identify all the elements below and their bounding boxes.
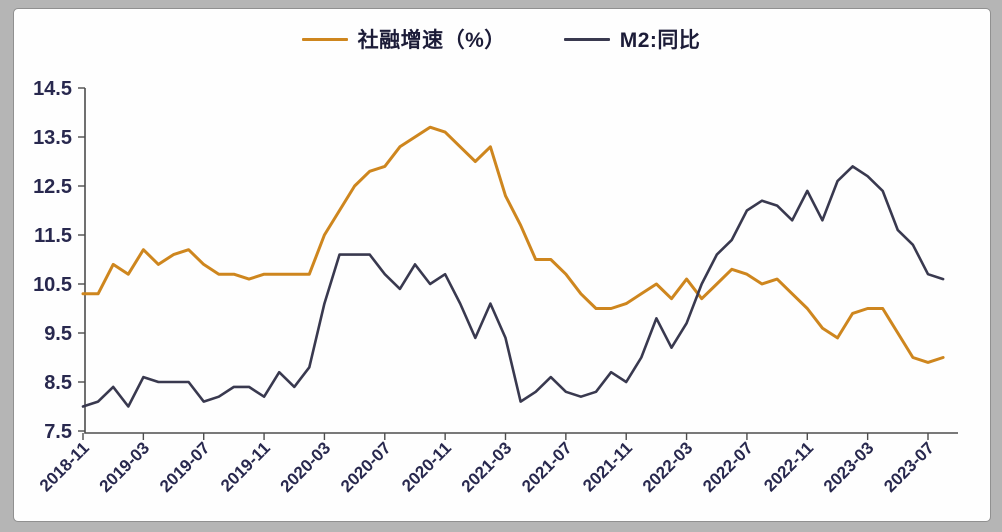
legend: 社融增速（%） M2:同比 — [0, 24, 1002, 54]
x-tick-label: 2019-11 — [217, 438, 274, 495]
legend-line-swatch — [563, 37, 610, 41]
x-tick-label: 2020-07 — [337, 438, 395, 496]
series-line-m2 — [81, 165, 945, 408]
y-tick-label: 10.5 — [33, 274, 72, 296]
axis-spines — [84, 88, 958, 434]
y-tick-label: 7.5 — [44, 421, 72, 443]
legend-label: 社融增速（%） — [357, 29, 506, 52]
legend-item: M2:同比 — [563, 24, 701, 54]
x-tick-label: 2020-11 — [398, 438, 455, 495]
x-tick-label: 2019-03 — [96, 438, 154, 496]
x-tick-label: 2021-07 — [518, 438, 576, 496]
y-tick-label: 12.5 — [33, 176, 72, 198]
x-tick-label: 2023-07 — [880, 438, 938, 496]
legend-line-swatch — [301, 37, 348, 41]
y-tick-label: 9.5 — [44, 323, 72, 345]
x-tick-label: 2021-11 — [579, 438, 636, 495]
y-tick-label: 11.5 — [34, 225, 72, 247]
x-tick-label: 2018-11 — [36, 438, 93, 495]
legend-item: 社融增速（%） — [301, 24, 506, 54]
x-tick-label: 2022-03 — [639, 438, 697, 496]
chart-panel — [13, 8, 991, 522]
x-tick-label: 2020-03 — [277, 438, 335, 496]
x-tick-label: 2023-03 — [820, 438, 878, 496]
y-tick-label: 14.5 — [33, 78, 72, 100]
y-tick-label: 13.5 — [33, 127, 72, 149]
x-tick-label: 2022-07 — [699, 438, 757, 496]
legend-label: M2:同比 — [619, 29, 701, 52]
series-line-tsf — [81, 125, 945, 364]
x-tick-label: 2019-07 — [156, 438, 214, 496]
x-tick-label: 2022-11 — [760, 438, 817, 495]
y-tick-label: 8.5 — [44, 372, 72, 394]
x-tick-label: 2021-03 — [458, 438, 516, 496]
